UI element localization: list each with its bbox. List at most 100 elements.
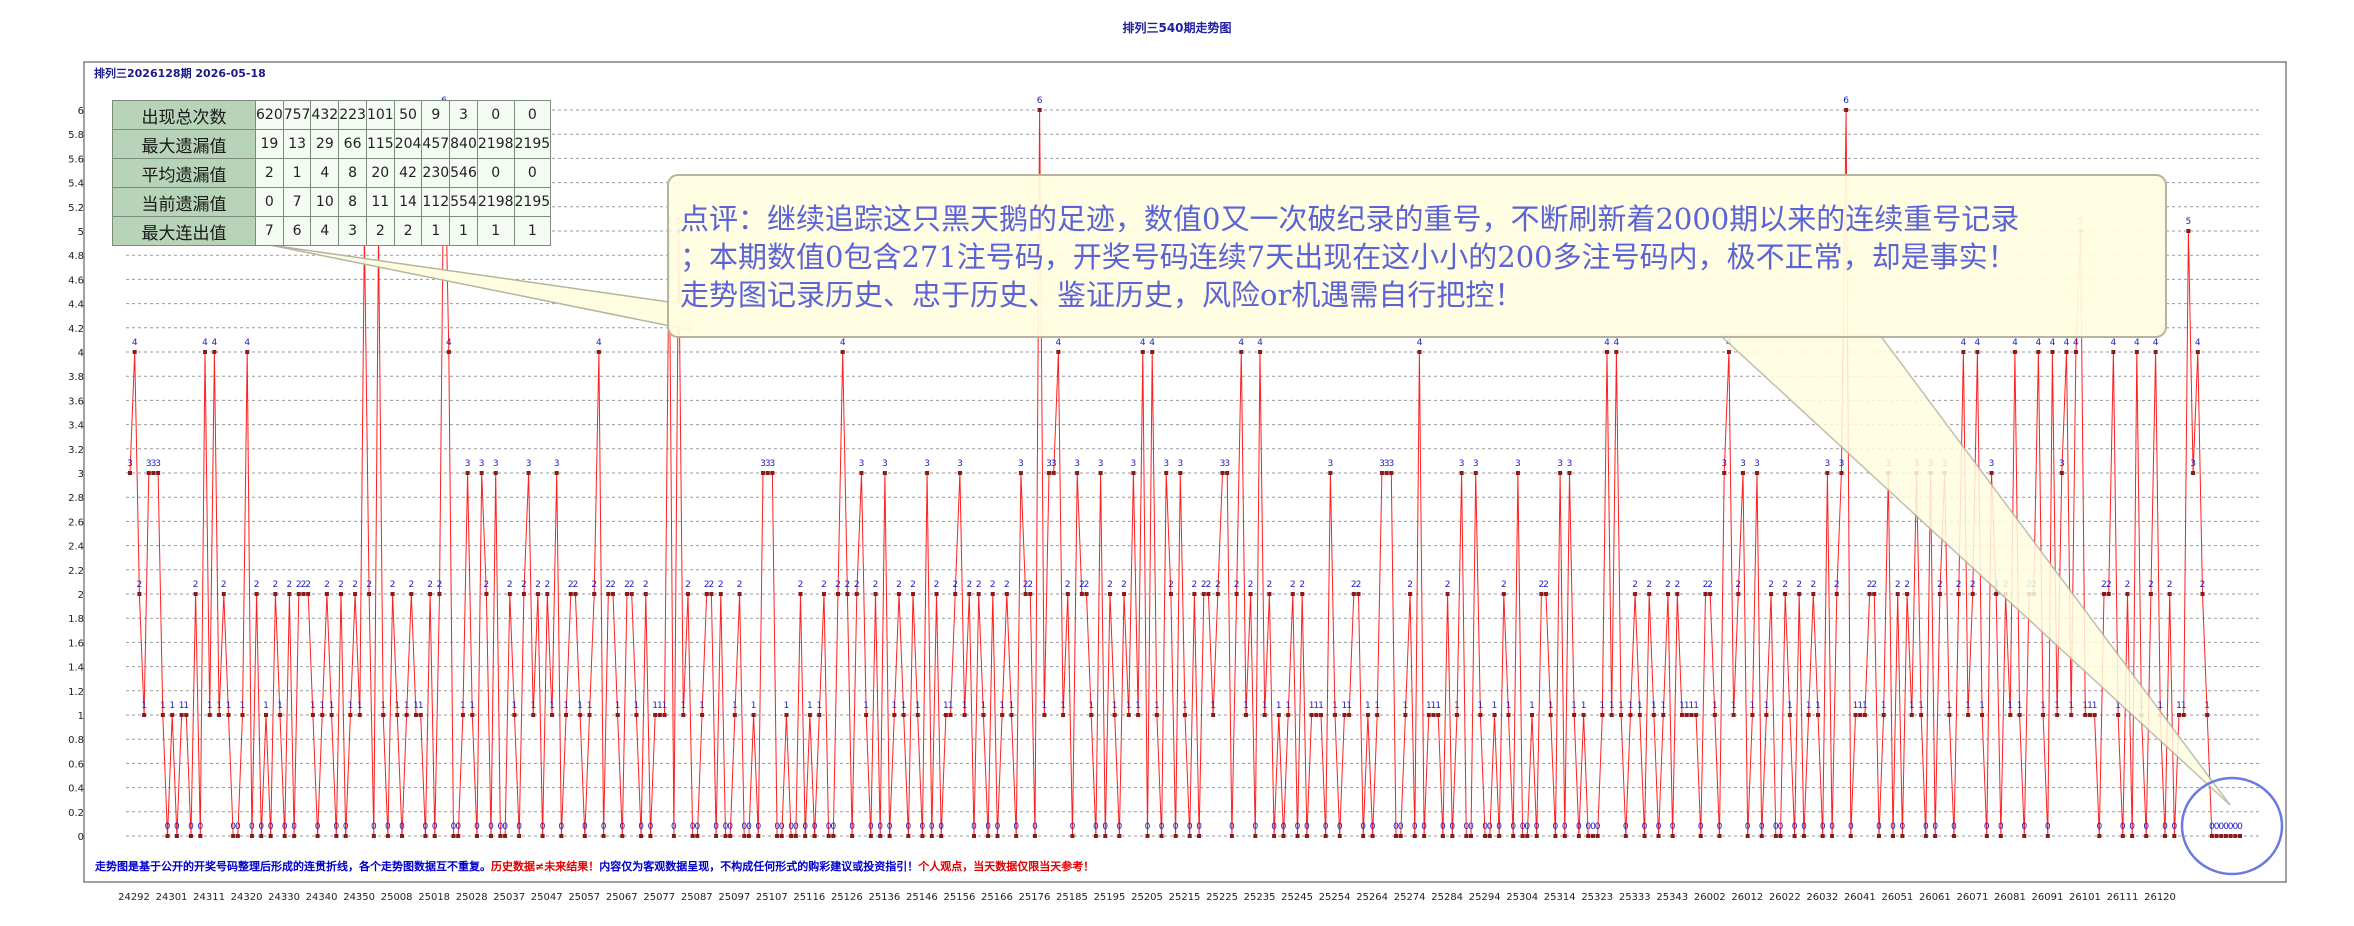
data-point	[1525, 834, 1530, 838]
data-label: 0	[2214, 822, 2220, 832]
data-label: 0	[2129, 822, 2135, 832]
data-point	[653, 713, 658, 717]
x-tick-label: 26061	[1919, 892, 1951, 903]
data-label: 1	[962, 701, 968, 711]
data-label: 1	[1426, 701, 1432, 711]
data-label: 0	[540, 822, 546, 832]
data-point	[1806, 713, 1811, 717]
y-tick-label: 1.2	[68, 687, 84, 698]
data-point	[1009, 713, 1014, 717]
data-label: 4	[1960, 338, 1966, 348]
y-tick-label: 4.8	[68, 251, 84, 262]
data-label: 2	[1970, 580, 1976, 590]
data-label: 1	[404, 701, 410, 711]
data-label: 2	[1904, 580, 1910, 590]
data-label: 2	[1956, 580, 1962, 590]
data-point	[273, 592, 278, 596]
data-label: 0	[1510, 822, 1516, 832]
data-label: 3	[1131, 459, 1137, 469]
data-point	[1497, 834, 1502, 838]
data-label: 4	[1417, 338, 1423, 348]
data-point	[1661, 713, 1666, 717]
data-label: 0	[2120, 822, 2126, 832]
x-tick-label: 26091	[2032, 892, 2064, 903]
data-label: 2	[408, 580, 414, 590]
data-label: 0	[1923, 822, 1929, 832]
data-label: 2	[2125, 580, 2131, 590]
data-label: 3	[1327, 459, 1333, 469]
data-labels: 3421333101011020414121001402010210202221…	[127, 96, 2243, 832]
stats-cell: 7	[282, 187, 312, 217]
data-label: 1	[587, 701, 593, 711]
data-label: 2	[1674, 580, 1680, 590]
data-label: 2	[1895, 580, 1901, 590]
data-label: 0	[488, 822, 494, 832]
data-point	[1084, 592, 1089, 596]
data-point	[1145, 834, 1150, 838]
data-label: 0	[1487, 822, 1493, 832]
data-point	[1694, 713, 1699, 717]
data-point	[1862, 713, 1867, 717]
y-tick-label: 5.8	[68, 130, 84, 141]
data-label: 1	[2176, 701, 2182, 711]
data-label: 1	[1609, 701, 1615, 711]
data-label: 1	[207, 701, 213, 711]
data-point	[1206, 592, 1211, 596]
data-point	[1234, 592, 1239, 596]
data-label: 3	[770, 459, 776, 469]
stats-cell: 2198	[476, 187, 515, 217]
data-label: 2	[1201, 580, 1207, 590]
data-point	[2191, 471, 2196, 475]
data-label: 1	[240, 701, 246, 711]
data-point	[882, 471, 887, 475]
data-point	[240, 713, 245, 717]
data-point	[1061, 713, 1066, 717]
data-point	[1717, 834, 1722, 838]
data-point	[2200, 592, 2205, 596]
data-point	[268, 834, 273, 838]
data-point	[432, 834, 437, 838]
data-point	[1459, 471, 1464, 475]
stats-cell: 6	[282, 216, 312, 246]
stats-cell: 757	[282, 100, 312, 130]
data-label: 0	[423, 822, 429, 832]
data-label: 3	[465, 459, 471, 469]
y-tick-label: 2	[78, 590, 84, 601]
data-point	[409, 592, 414, 596]
data-label: 0	[1524, 822, 1530, 832]
data-point	[512, 713, 517, 717]
data-point	[1975, 350, 1980, 354]
data-label: 3	[1459, 459, 1465, 469]
data-label: 1	[1693, 701, 1699, 711]
x-tick-label: 26081	[1994, 892, 2026, 903]
data-point	[1778, 834, 1783, 838]
data-label: 0	[1463, 822, 1469, 832]
data-point	[1764, 713, 1769, 717]
data-label: 1	[1618, 701, 1624, 711]
data-point	[1347, 713, 1352, 717]
data-point	[2012, 350, 2017, 354]
data-label: 2	[952, 580, 958, 590]
data-point	[1136, 713, 1141, 717]
chart-title: 排列三540期走势图	[1122, 20, 1231, 35]
data-point	[160, 713, 165, 717]
data-label: 2	[427, 580, 433, 590]
data-point	[1966, 713, 1971, 717]
data-point	[2228, 834, 2233, 838]
data-point	[1876, 834, 1881, 838]
x-tick-label: 25116	[793, 892, 825, 903]
data-label: 0	[971, 822, 977, 832]
data-label: 4	[244, 338, 250, 348]
data-label: 1	[863, 701, 869, 711]
data-label: 0	[1829, 822, 1835, 832]
data-point	[2186, 229, 2191, 233]
data-point	[1792, 834, 1797, 838]
data-label: 1	[1651, 701, 1657, 711]
data-point	[1853, 713, 1858, 717]
data-point	[1483, 834, 1488, 838]
y-tick-label: 2.4	[68, 542, 84, 553]
data-point	[1675, 592, 1680, 596]
data-point	[2045, 834, 2050, 838]
data-point	[521, 592, 526, 596]
data-point	[174, 834, 179, 838]
